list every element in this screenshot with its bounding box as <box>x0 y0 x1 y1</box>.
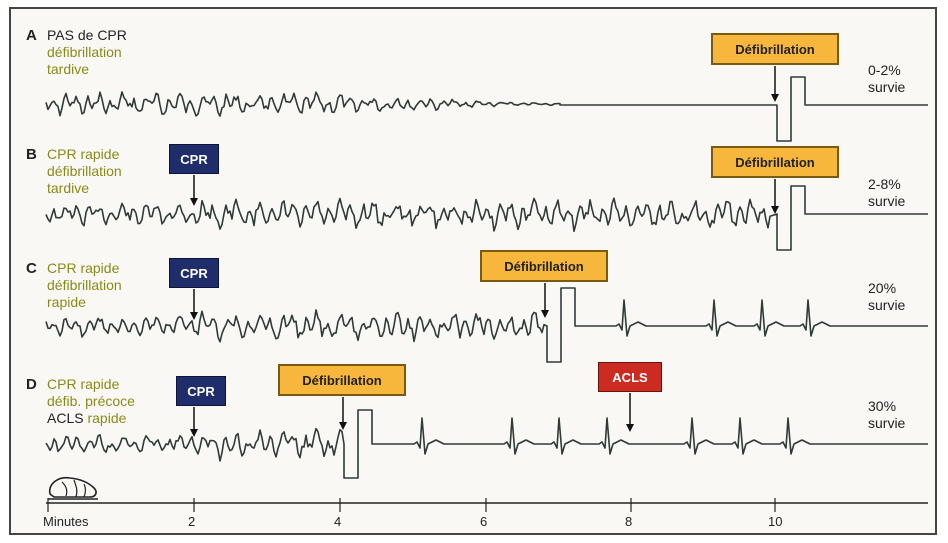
row-c-line-3: rapide <box>47 294 86 310</box>
row-b-line-1: CPR rapide <box>47 146 120 162</box>
arrow-d-defibrillation-head <box>339 422 347 430</box>
row-d-acls-box: ACLS <box>598 362 662 392</box>
row-a-label: PAS de CPR défibrillation tardive <box>47 27 127 78</box>
axis-label-minutes: Minutes <box>43 514 89 529</box>
row-a-defibrillation-box: Défibrillation <box>711 33 839 65</box>
row-b-defibrillation-box: Défibrillation <box>711 146 839 178</box>
row-d-line-1: CPR rapide <box>47 376 120 392</box>
axis-tick-4: 4 <box>334 514 342 529</box>
row-d-line-3: ACLS rapide <box>47 410 135 427</box>
row-b-survival-rate: 2-8% <box>868 176 901 192</box>
row-d-survival-word: survie <box>868 415 906 431</box>
axis-tick-6: 6 <box>480 514 488 529</box>
heart-lungs-icon <box>48 476 98 500</box>
row-c-cpr-box: CPR <box>169 258 219 288</box>
row-d-label: CPR rapide défib. précoce ACLS rapide <box>47 376 135 427</box>
row-c-label: CPR rapide défibrillation rapide <box>47 260 122 311</box>
row-a-line-2: défibrillation <box>47 44 122 60</box>
row-b-label: CPR rapide défibrillation tardive <box>47 146 122 197</box>
row-a-survival-word: survie <box>868 79 906 95</box>
row-c-line-2: défibrillation <box>47 277 122 293</box>
arrow-b-cpr-head <box>190 198 198 206</box>
row-b-letter: B <box>26 146 37 163</box>
trace-a <box>45 76 928 142</box>
row-b-survival-word: survie <box>868 193 906 209</box>
arrow-c-cpr-head <box>190 312 198 320</box>
row-b-line-2: défibrillation <box>47 163 122 179</box>
row-c-survival: 20% survie <box>868 280 905 314</box>
axis-tick-10: 10 <box>768 514 783 529</box>
row-c-line-1: CPR rapide <box>47 260 120 276</box>
row-d-survival-rate: 30% <box>868 398 897 414</box>
row-a-line-3: tardive <box>47 61 90 77</box>
trace-c <box>45 287 928 363</box>
row-d-line-3-text: ACLS rapide <box>47 410 127 426</box>
trace-b <box>45 185 928 251</box>
row-b-line-3: tardive <box>47 180 90 196</box>
arrow-c-defibrillation-head <box>541 310 549 318</box>
arrow-d-acls-head <box>626 424 634 432</box>
row-a-letter: A <box>26 27 37 44</box>
axis-tick-8: 8 <box>625 514 633 529</box>
row-b-cpr-box: CPR <box>169 144 219 174</box>
row-d-cpr-box: CPR <box>176 376 226 406</box>
arrow-b-defibrillation-head <box>771 206 779 214</box>
row-b-survival: 2-8% survie <box>868 176 905 210</box>
row-d-defibrillation-box: Défibrillation <box>278 364 406 396</box>
row-d-line-2: défib. précoce <box>47 393 135 409</box>
arrow-a-defibrillation-head <box>771 94 779 102</box>
row-c-survival-rate: 20% <box>868 280 897 296</box>
trace-d <box>45 409 928 479</box>
row-c-defibrillation-box: Défibrillation <box>480 250 608 282</box>
row-c-letter: C <box>26 260 37 277</box>
row-d-survival: 30% survie <box>868 398 905 432</box>
row-d-letter: D <box>26 376 37 393</box>
axis-tick-2: 2 <box>188 514 196 529</box>
row-a-line-1: PAS de CPR <box>47 27 127 43</box>
row-c-survival-word: survie <box>868 297 906 313</box>
arrow-d-cpr-head <box>190 429 198 437</box>
row-a-survival-rate: 0-2% <box>868 62 901 78</box>
row-a-survival: 0-2% survie <box>868 62 905 96</box>
